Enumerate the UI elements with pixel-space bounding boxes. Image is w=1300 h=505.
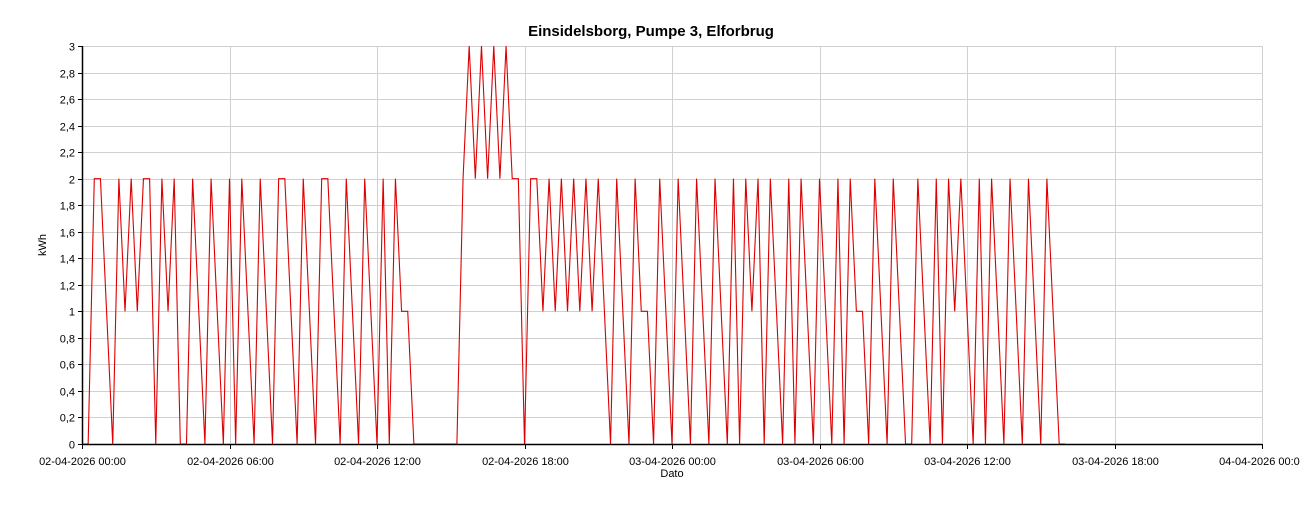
grid [82, 46, 1263, 444]
y-tick-label: 1,2 [60, 281, 75, 293]
x-tick-label: 03-04-2026 12:00 [924, 456, 1011, 468]
y-tick-label: 0 [69, 440, 75, 452]
y-tick-label: 0,8 [60, 334, 75, 346]
x-tick-label: 03-04-2026 18:00 [1072, 456, 1159, 468]
x-axis-label: Dato [660, 468, 683, 480]
axes [78, 46, 1263, 449]
x-tick-label: 02-04-2026 18:00 [482, 456, 569, 468]
y-tick-label: 1,6 [60, 228, 75, 240]
y-tick-label: 0,4 [60, 387, 75, 399]
y-tick-labels: 0 0,2 0,4 0,6 0,8 1 1,2 1,4 1,6 1,8 2 2,2 2,4 2,6 2,8 3 [60, 42, 75, 452]
y-tick-label: 1,8 [60, 201, 75, 213]
x-tick-label: 04-04-2026 00:00 [1219, 456, 1300, 468]
y-tick-label: 3 [69, 42, 75, 54]
y-tick-label: 2,6 [60, 95, 75, 107]
y-tick-label: 2,8 [60, 69, 75, 81]
series-layer [82, 45, 1066, 445]
chart-title: Einsidelsborg, Pumpe 3, Elforbrug [528, 23, 774, 40]
x-tick-label: 02-04-2026 00:00 [39, 456, 126, 468]
series-line [82, 45, 1066, 445]
y-tick-label: 1 [69, 307, 75, 319]
x-tick-label: 02-04-2026 12:00 [334, 456, 421, 468]
y-tick-label: 2,4 [60, 122, 75, 134]
x-tick-label: 03-04-2026 00:00 [629, 456, 716, 468]
x-tick-labels: 02-04-2026 00:00 02-04-2026 06:00 02-04-20… [39, 456, 1300, 468]
y-tick-label: 2,2 [60, 148, 75, 160]
y-tick-label: 1,4 [60, 254, 75, 266]
y-tick-label: 0,2 [60, 413, 75, 425]
y-axis-label: kWh [37, 234, 49, 256]
y-tick-label: 0,6 [60, 360, 75, 372]
x-tick-label: 03-04-2026 06:00 [777, 456, 864, 468]
x-tick-label: 02-04-2026 06:00 [187, 456, 274, 468]
y-tick-label: 2 [69, 175, 75, 187]
